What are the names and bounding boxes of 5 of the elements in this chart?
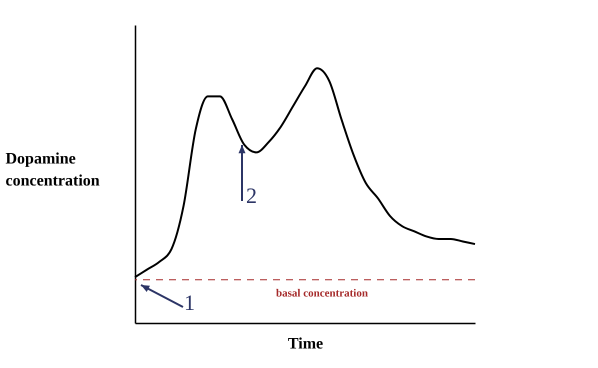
y-axis-title: Dopamine concentration (6, 150, 100, 190)
annotation: 1 (184, 290, 195, 316)
ref-line-label: basal concentration (276, 288, 368, 300)
annotation: 2 (246, 183, 257, 209)
x-axis-title: Time (288, 336, 324, 352)
